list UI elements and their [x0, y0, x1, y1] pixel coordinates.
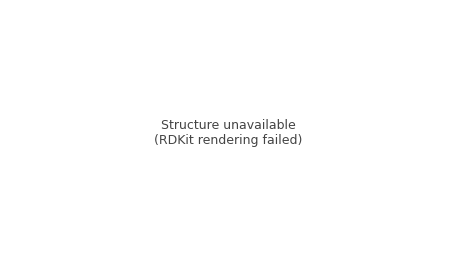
Text: Structure unavailable
(RDKit rendering failed): Structure unavailable (RDKit rendering f…: [153, 119, 302, 147]
